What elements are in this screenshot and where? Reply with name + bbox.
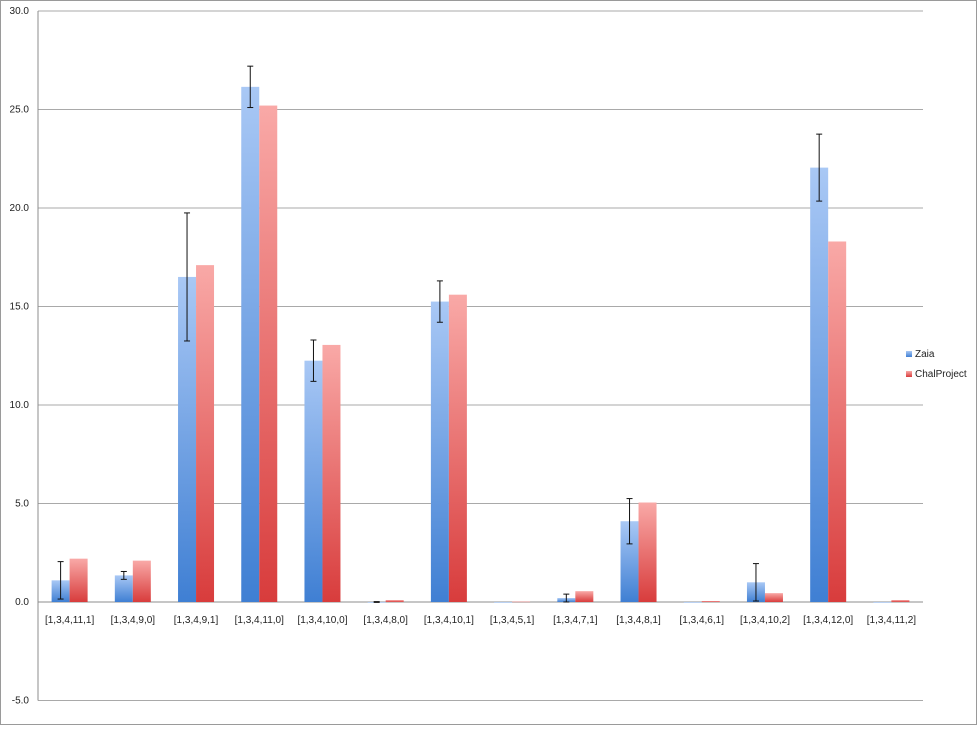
bar-chalproject (132, 560, 151, 602)
y-tick-label: 20.0 (10, 203, 30, 214)
bar-chalproject (891, 600, 910, 602)
x-category-label: [1,3,4,11,1] (45, 615, 95, 626)
x-category-label: [1,3,4,11,0] (235, 615, 285, 626)
legend-label-chalproject: ChalProject (915, 369, 967, 380)
bar-chalproject (259, 105, 278, 602)
x-axis-categories: [1,3,4,11,1] [1,3,4,9,0] [1,3,4,9,1] [1,3,4… (45, 615, 916, 626)
bar-zaia (430, 301, 449, 602)
y-tick-label: 30.0 (10, 6, 30, 17)
x-category-label: [1,3,4,5,1] (490, 615, 535, 626)
y-tick-label: -5.0 (12, 696, 30, 707)
bar-chalproject (828, 241, 847, 603)
bar-chalproject (69, 558, 88, 602)
bar-chalproject (764, 593, 783, 602)
y-tick-label: 0.0 (15, 597, 29, 608)
y-tick-label: 10.0 (10, 400, 30, 411)
bar-chalproject (701, 601, 720, 602)
x-category-label: [1,3,4,9,0] (111, 615, 156, 626)
legend-label-zaia: Zaia (915, 349, 935, 360)
bar-chalproject (322, 344, 341, 602)
legend-swatch-zaia (906, 351, 912, 357)
bar-chalproject (196, 265, 215, 602)
bar-chalproject (448, 294, 467, 602)
bar-chalproject (638, 502, 657, 602)
x-category-label: [1,3,4,6,1] (680, 615, 725, 626)
y-axis-ticks: -5.0 0.0 5.0 10.0 15.0 20.0 25.0 30.0 (10, 6, 30, 707)
x-category-label: [1,3,4,8,0] (363, 615, 408, 626)
bar-zaia (620, 521, 639, 602)
bar-chalproject (512, 601, 531, 603)
bar-chalproject (385, 600, 404, 602)
bar-zaia (178, 276, 197, 602)
x-category-label: [1,3,4,8,1] (616, 615, 661, 626)
x-category-label: [1,3,4,7,1] (553, 615, 598, 626)
x-category-label: [1,3,4,10,0] (297, 615, 347, 626)
bar-zaia (494, 602, 513, 603)
bars (51, 86, 910, 603)
y-tick-label: 15.0 (10, 302, 30, 313)
legend-swatch-chalproject (906, 371, 912, 377)
gridlines (37, 10, 923, 701)
legend: Zaia ChalProject (906, 349, 967, 380)
bar-zaia (810, 167, 829, 603)
x-category-label: [1,3,4,11,2] (867, 615, 917, 626)
y-tick-label: 5.0 (15, 499, 29, 510)
x-category-label: [1,3,4,10,2] (740, 615, 790, 626)
x-category-label: [1,3,4,9,1] (174, 615, 219, 626)
bar-zaia (873, 602, 892, 603)
bar-zaia (304, 360, 323, 602)
x-category-label: [1,3,4,10,1] (424, 615, 474, 626)
y-tick-label: 25.0 (10, 105, 30, 116)
error-bars (57, 65, 823, 603)
bar-zaia (241, 86, 260, 603)
bar-zaia (114, 575, 133, 602)
bar-zaia (683, 602, 702, 603)
bar-chalproject (575, 591, 594, 602)
x-category-label: [1,3,4,12,0] (803, 615, 853, 626)
